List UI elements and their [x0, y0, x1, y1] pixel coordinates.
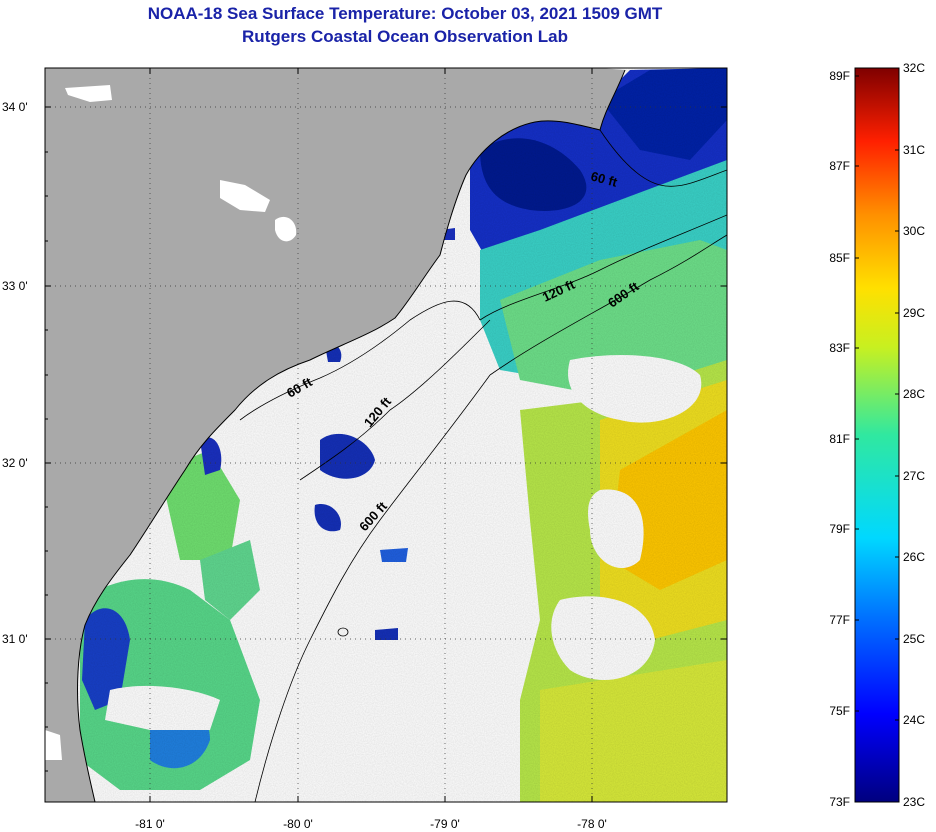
colorbar-c-32: 32C: [903, 61, 925, 75]
colorbar-f-87: 87F: [829, 159, 850, 173]
land-mass: [45, 68, 625, 802]
colorbar-f-73: 73F: [829, 795, 850, 809]
colorbar-c-26: 26C: [903, 550, 925, 564]
lon-label-80: -80 0': [283, 817, 313, 831]
colorbar-c-29: 29C: [903, 306, 925, 320]
lon-label-78: -78 0': [577, 817, 607, 831]
lat-label-31: 31 0': [2, 632, 28, 646]
colorbar-c-23: 23C: [903, 795, 925, 809]
colorbar-c-28: 28C: [903, 387, 925, 401]
axis-ticks: [45, 68, 727, 802]
lat-label-33: 33 0': [2, 279, 28, 293]
colorbar-c-31: 31C: [903, 143, 925, 157]
contour-120ft-south: [299, 319, 491, 481]
colorbar-f-79: 79F: [829, 522, 850, 536]
lon-label-79: -79 0': [430, 817, 460, 831]
colorbar-f-85: 85F: [829, 251, 850, 265]
contour-600ft-south: [254, 374, 491, 802]
coastline: [77, 69, 626, 802]
colorbar-f-89: 89F: [829, 69, 850, 83]
colorbar-f-83: 83F: [829, 341, 850, 355]
contour-60ft-north: [599, 129, 727, 187]
lat-label-34: 34 0': [2, 100, 28, 114]
colorbar: 89F 87F 85F 83F 81F 79F 77F 75F 73F 32C …: [829, 61, 925, 809]
colorbar-c-27: 27C: [903, 469, 925, 483]
contour-600ft-north: [489, 234, 727, 376]
lat-label-32: 32 0': [2, 456, 28, 470]
colorbar-f-75: 75F: [829, 704, 850, 718]
graticule: [45, 68, 727, 802]
contour-60ft-south: [239, 300, 481, 421]
colorbar-f-77: 77F: [829, 613, 850, 627]
contour-label-60ft-north: 60 ft: [589, 168, 619, 190]
colorbar-gradient: [854, 67, 900, 803]
colorbar-c-25: 25C: [903, 632, 925, 646]
contour-120ft-north: [479, 214, 727, 321]
colorbar-c-30: 30C: [903, 224, 925, 238]
lon-label-81: -81 0': [135, 817, 165, 831]
colorbar-f-81: 81F: [829, 432, 850, 446]
colorbar-c-24: 24C: [903, 713, 925, 727]
map-title: NOAA-18 Sea Surface Temperature: October…: [147, 4, 663, 23]
map-subtitle: Rutgers Coastal Ocean Observation Lab: [242, 27, 568, 46]
